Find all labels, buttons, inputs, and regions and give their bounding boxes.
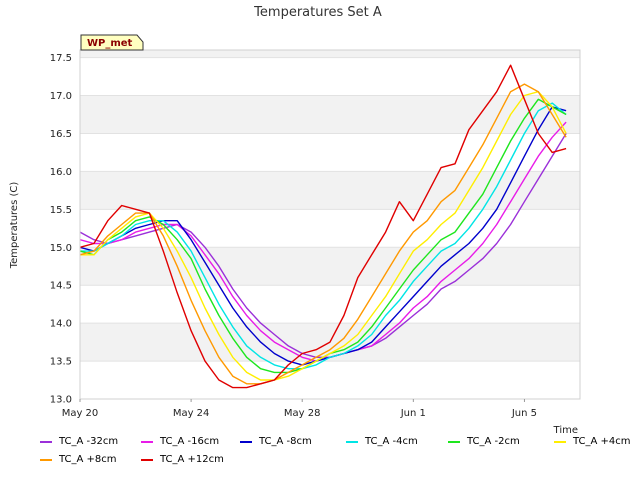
y-tick-label: 13.0	[50, 395, 72, 406]
x-axis-label: Time	[553, 425, 578, 436]
y-tick-label: 14.5	[50, 281, 72, 292]
series-line	[79, 64, 567, 389]
legend-swatch	[240, 440, 252, 443]
legend-label: TC_A -2cm	[467, 436, 520, 447]
legend-item: TC_A -32cm	[40, 436, 118, 447]
series-line	[80, 102, 567, 370]
site-badge-label: WP_met	[87, 38, 133, 49]
legend-item: TC_A -2cm	[448, 436, 520, 447]
grid-band	[80, 50, 580, 58]
x-tick-label: Jun 1	[400, 408, 426, 419]
legend-item: TC_A +12cm	[141, 454, 224, 465]
series-lines	[79, 64, 567, 389]
legend-item: TC_A +4cm	[554, 436, 631, 447]
x-axis-ticks: May 20 May 24 May 28 Jun 1 Jun 5	[62, 399, 537, 419]
legend-label: TC_A +8cm	[59, 454, 117, 465]
x-tick-label: May 20	[62, 408, 99, 419]
plot-frame	[79, 49, 581, 400]
x-tick-label: Jun 5	[511, 408, 537, 419]
legend-label: TC_A -32cm	[59, 436, 119, 447]
series-line	[79, 83, 567, 385]
legend-swatch	[141, 440, 153, 443]
legend-swatch	[448, 440, 460, 443]
y-axis-ticks: 13.0 13.5 14.0 14.5 15.0 15.5 16.0 16.5 17.0 17.5	[50, 53, 72, 405]
grid-band	[80, 171, 580, 210]
legend-item: TC_A -4cm	[346, 436, 418, 447]
legend-item: TC_A -8cm	[240, 436, 312, 447]
legend-swatch	[40, 440, 52, 443]
grid-band	[80, 247, 580, 286]
y-tick-label: 15.5	[50, 205, 72, 216]
legend-label: TC_A +12cm	[160, 454, 224, 465]
y-tick-label: 16.5	[50, 129, 72, 140]
legend-label: TC_A -8cm	[259, 436, 312, 447]
y-tick-label: 16.0	[50, 167, 72, 178]
legend-swatch	[346, 440, 358, 443]
legend-item: TC_A -16cm	[141, 436, 219, 447]
site-badge: WP_met	[80, 34, 144, 51]
x-tick-label: May 24	[173, 408, 210, 419]
y-tick-label: 13.5	[50, 357, 72, 368]
y-tick-label: 17.0	[50, 91, 72, 102]
legend-label: TC_A -4cm	[365, 436, 418, 447]
y-tick-label: 14.0	[50, 319, 72, 330]
legend-label: TC_A -16cm	[160, 436, 220, 447]
legend-label: TC_A +4cm	[573, 436, 631, 447]
y-tick-label: 15.0	[50, 243, 72, 254]
y-axis-label: Temperatures (C)	[9, 182, 20, 270]
y-tick-label: 17.5	[50, 53, 72, 64]
legend-swatch	[40, 458, 52, 461]
legend-swatch	[554, 440, 566, 443]
legend-item: TC_A +8cm	[40, 454, 117, 465]
chart-title: Temperatures Set A	[253, 5, 382, 20]
series-line	[80, 90, 567, 381]
x-tick-label: May 28	[284, 408, 321, 419]
legend-swatch	[141, 458, 153, 461]
grid-band	[80, 95, 580, 134]
